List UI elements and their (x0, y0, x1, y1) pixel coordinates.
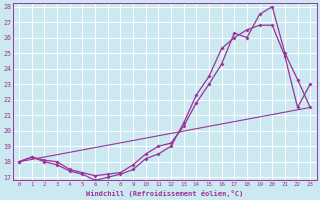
X-axis label: Windchill (Refroidissement éolien,°C): Windchill (Refroidissement éolien,°C) (86, 190, 243, 197)
